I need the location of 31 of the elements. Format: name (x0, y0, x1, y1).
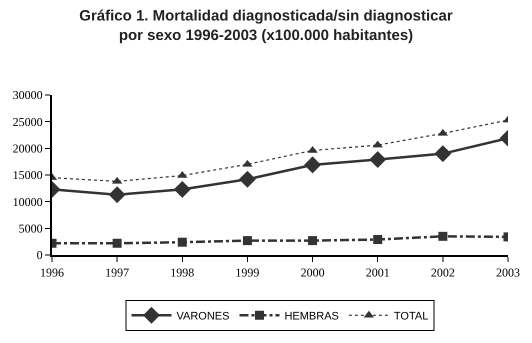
x-tick-label: 1997 (105, 265, 130, 280)
legend-label: HEMBRAS (284, 310, 339, 323)
chart-title: Gráfico 1. Mortalidad diagnosticada/sin diagnosticar por sexo 1996-2003 (x100.000 habitantes) (79, 8, 453, 44)
point (108, 186, 126, 204)
point (369, 151, 386, 168)
x-tick-label: 2003 (496, 265, 520, 280)
point (112, 238, 122, 248)
y-tick-label: 20000 (12, 142, 43, 156)
point (373, 235, 382, 244)
legend-label: TOTAL (394, 310, 428, 323)
y-tick-label: 5000 (18, 222, 43, 236)
y-tick-label: 30000 (12, 88, 43, 102)
y-tick-label: 15000 (12, 168, 43, 182)
x-tick-label: 2000 (300, 265, 325, 280)
point (304, 156, 322, 174)
y-tick-label: 0 (36, 248, 43, 262)
y-tick-label: 25000 (12, 114, 43, 129)
point (242, 236, 252, 246)
point (434, 145, 452, 162)
point (438, 232, 448, 241)
x-tick-label: 1999 (235, 265, 260, 280)
y-tick-label: 10000 (12, 194, 43, 209)
x-tick-label: 2002 (430, 265, 455, 280)
x-tick-label: 2001 (366, 265, 390, 280)
point (308, 236, 318, 246)
point (178, 238, 187, 247)
point (238, 170, 256, 188)
x-tick-label: 1998 (170, 265, 194, 280)
legend-label: VARONES (176, 310, 230, 323)
x-tick-label: 1996 (40, 265, 64, 280)
point (174, 180, 191, 198)
